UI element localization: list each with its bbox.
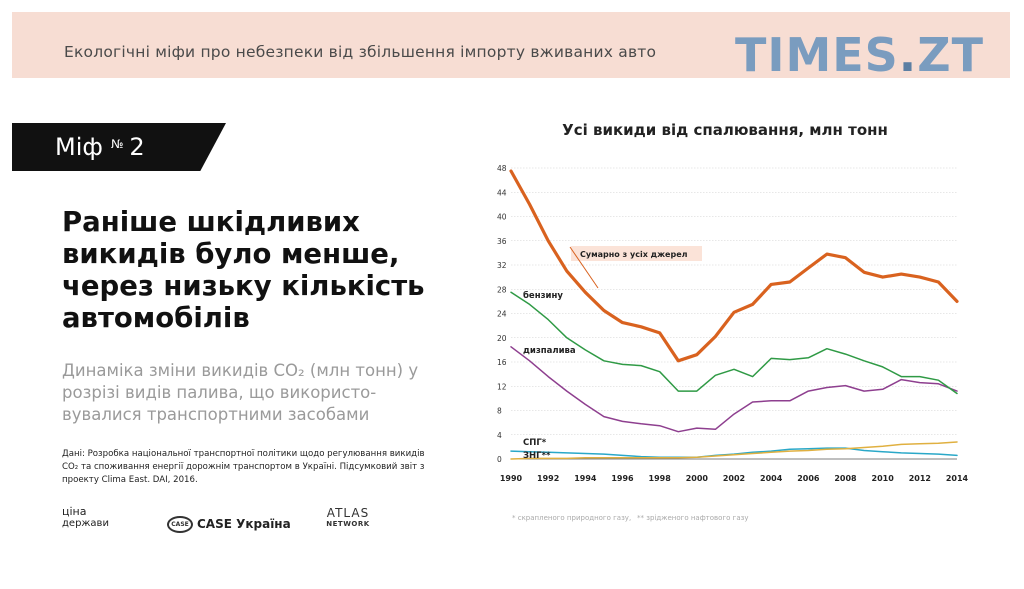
- y-tick-label: 16: [497, 358, 507, 367]
- x-tick-label: 2008: [834, 474, 857, 483]
- series-line-lpg: [510, 441, 958, 460]
- y-tick-label: 32: [497, 261, 507, 270]
- logo1-top: ціна: [62, 505, 87, 518]
- total-label-bg: [571, 246, 702, 261]
- y-tick-label: 8: [497, 407, 502, 416]
- x-tick-label: 1994: [574, 474, 597, 483]
- y-tick-label: 12: [497, 382, 507, 391]
- x-tick-label: 2010: [872, 474, 895, 483]
- y-tick-label: 0: [497, 455, 502, 464]
- series-line-cng: [510, 447, 958, 458]
- x-axis-ticks: 1990 1992 1994 1996 1998 2000 2002 2004 2006 2008…: [500, 474, 969, 483]
- x-tick-label: 2006: [797, 474, 820, 483]
- x-tick-label: 2002: [723, 474, 745, 483]
- gasoline-label: бензину: [523, 290, 563, 301]
- subtext: Динаміка зміни викидів CO₂ (млн тонн) у …: [62, 361, 419, 424]
- cng-label: ЗНГ**: [523, 451, 551, 461]
- top-banner: Екологічні міфи про небезпеки від збільш…: [12, 12, 1010, 80]
- diesel-label: дизпалива: [523, 346, 576, 356]
- logo-tsina-derzhavy[interactable]: ціна держави: [62, 506, 126, 540]
- x-tick-label: 1990: [500, 474, 523, 483]
- total-label-leader: [569, 246, 599, 289]
- y-tick-label: 48: [497, 164, 507, 173]
- source-note: Дані: Розробка національної транспортної…: [62, 449, 425, 485]
- myth-tab: [12, 123, 226, 171]
- y-tick-label: 4: [497, 431, 502, 440]
- x-tick-label: 2004: [760, 474, 783, 483]
- brand-logo-sep: .: [898, 28, 918, 82]
- x-tick-label: 1998: [649, 474, 672, 483]
- y-tick-label: 36: [497, 237, 507, 246]
- footnote-1: * скрапленого природного газу,: [512, 514, 631, 522]
- logo3-top: ATLAS: [326, 506, 370, 520]
- myth-number-sign: №: [110, 137, 124, 151]
- logo1-bottom: держави: [62, 518, 109, 529]
- brand-logo-left: TIMES: [734, 28, 899, 82]
- total-label: Сумарно з усіх джерел: [580, 249, 688, 259]
- lpg-label: СПГ*: [523, 438, 547, 448]
- footnote-2: ** зрідженого нафтового газу: [637, 514, 748, 522]
- series-lines: [509, 169, 959, 460]
- series-line-total: [509, 169, 959, 363]
- y-tick-label: 24: [497, 310, 507, 319]
- y-tick-label: 44: [497, 188, 507, 197]
- x-tick-label: 2012: [909, 474, 931, 483]
- logo-atlas-network[interactable]: ATLAS NETWORK: [322, 506, 374, 528]
- brand-logo-right: ZT: [917, 28, 984, 82]
- brand-logo[interactable]: TIMES.ZT: [735, 30, 984, 80]
- x-tick-label: 1996: [611, 474, 634, 483]
- logo2-name: CASE Україна: [197, 517, 291, 531]
- y-tick-label: 28: [497, 285, 507, 294]
- myth-label: Міф № 2: [55, 134, 145, 164]
- banner-title: Екологічні міфи про небезпеки від збільш…: [64, 43, 657, 61]
- series-line-diesel: [510, 346, 958, 433]
- chart-title: Усі викиди від спалювання, млн тонн: [562, 121, 888, 139]
- logo-case-ukraine[interactable]: CASE CASE Україна: [167, 513, 291, 535]
- chart-grid: [511, 167, 957, 460]
- y-tick-label: 20: [497, 334, 507, 343]
- myth-word: Міф: [55, 133, 103, 161]
- myth-number: 2: [129, 133, 145, 161]
- series-line-gasoline: [510, 291, 958, 395]
- case-emblem-icon: CASE: [167, 515, 193, 533]
- x-tick-label: 1992: [537, 474, 559, 483]
- logo3-bottom: NETWORK: [326, 520, 370, 528]
- headline: Раніше шкідливих викидів було менше, чер…: [62, 206, 425, 334]
- x-tick-label: 2014: [946, 474, 969, 483]
- x-tick-label: 2000: [686, 474, 709, 483]
- y-tick-label: 40: [497, 213, 507, 222]
- total-label-box: Сумарно з усіх джерел: [569, 246, 702, 289]
